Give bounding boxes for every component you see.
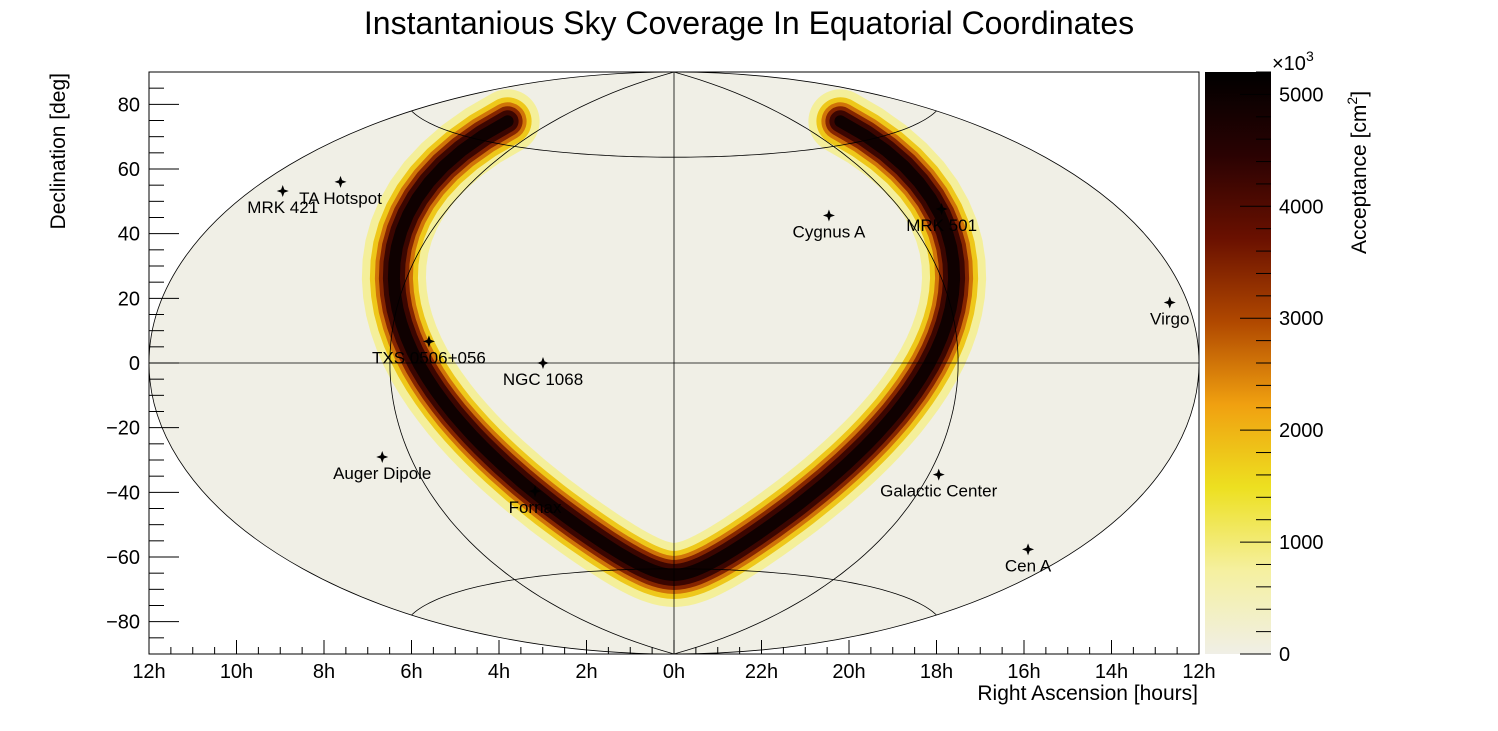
star-marker [1022, 543, 1035, 556]
source-marker: TA Hotspot [299, 175, 382, 208]
source-label: Virgo [1150, 310, 1189, 329]
star-marker [932, 468, 945, 481]
source-marker: Auger Dipole [333, 450, 431, 483]
source-marker: Cygnus A [793, 209, 866, 241]
source-label: TXS 0506+056 [372, 348, 486, 367]
chart-title: Instantanious Sky Coverage In Equatorial… [364, 5, 1134, 41]
axes: 12h 10h 8h 6h 4h 2h 0h 22h 20h 18h 16h 14h 12h 80 60 40… [106, 71, 1216, 683]
star-marker [376, 450, 389, 463]
z-tick-label: 4000 [1279, 196, 1324, 218]
colorbar-axis: 5000 4000 3000 2000 1000 0 [1240, 71, 1324, 666]
star-marker [1163, 296, 1176, 309]
source-marker: MRK 421 [247, 185, 318, 217]
y-tick-label: −60 [106, 547, 140, 569]
x-tick-label: 16h [1007, 661, 1040, 683]
star-marker [334, 175, 347, 188]
x-tick-label: 6h [400, 661, 422, 683]
source-label: Galactic Center [880, 482, 997, 501]
source-label: Cygnus A [793, 222, 866, 241]
y-axis-label: Declination [deg] [47, 73, 70, 229]
x-tick-label: 2h [575, 661, 597, 683]
source-label: MRK 421 [247, 198, 318, 217]
y-tick-label: 60 [118, 159, 140, 181]
source-marker: Galactic Center [880, 468, 998, 501]
z-tick-label: 1000 [1279, 532, 1324, 554]
x-tick-label: 8h [313, 661, 335, 683]
z-tick-label: 0 [1279, 644, 1290, 666]
star-marker [276, 185, 289, 198]
source-marker: Cen A [1005, 543, 1052, 575]
source-label: TA Hotspot [299, 189, 382, 208]
y-tick-label: 0 [129, 353, 140, 375]
y-tick-label: 80 [118, 94, 140, 116]
x-tick-label: 0h [663, 661, 685, 683]
y-tick-label: −40 [106, 482, 140, 504]
z-tick-label: 5000 [1279, 84, 1324, 106]
x-tick-label: 12h [132, 661, 165, 683]
source-marker: TXS 0506+056 [372, 335, 486, 367]
colorbar-multiplier: ×103 [1272, 48, 1314, 75]
source-label: NGC 1068 [503, 370, 583, 389]
y-tick-label: 40 [118, 224, 140, 246]
source-marker: Virgo [1150, 296, 1189, 329]
x-tick-label: 22h [745, 661, 778, 683]
source-marker: Fornax [509, 485, 562, 517]
x-tick-label: 18h [920, 661, 953, 683]
star-marker [422, 335, 435, 348]
x-tick-label: 10h [220, 661, 253, 683]
star-marker [529, 485, 542, 498]
x-tick-label: 12h [1182, 661, 1215, 683]
star-marker [822, 209, 835, 222]
y-tick-label: −80 [106, 612, 140, 634]
star-marker [536, 357, 549, 370]
source-marker: MRK 501 [906, 202, 977, 235]
x-tick-label: 4h [488, 661, 510, 683]
x-tick-label: 20h [832, 661, 865, 683]
source-label: MRK 501 [906, 216, 977, 235]
y-tick-label: 20 [118, 288, 140, 310]
source-label: Auger Dipole [333, 464, 431, 483]
star-marker [935, 202, 948, 215]
y-tick-label: −20 [106, 418, 140, 440]
source-label: Cen A [1005, 556, 1052, 575]
source-marker: NGC 1068 [503, 357, 583, 389]
x-axis-label: Right Ascension [hours] [977, 682, 1198, 705]
z-tick-label: 3000 [1279, 308, 1324, 330]
colorbar-label: Acceptance [cm2] [1344, 91, 1371, 254]
z-tick-label: 2000 [1279, 420, 1324, 442]
x-tick-label: 14h [1095, 661, 1128, 683]
source-label: Fornax [509, 498, 562, 517]
coordinate-grid [149, 71, 1199, 655]
